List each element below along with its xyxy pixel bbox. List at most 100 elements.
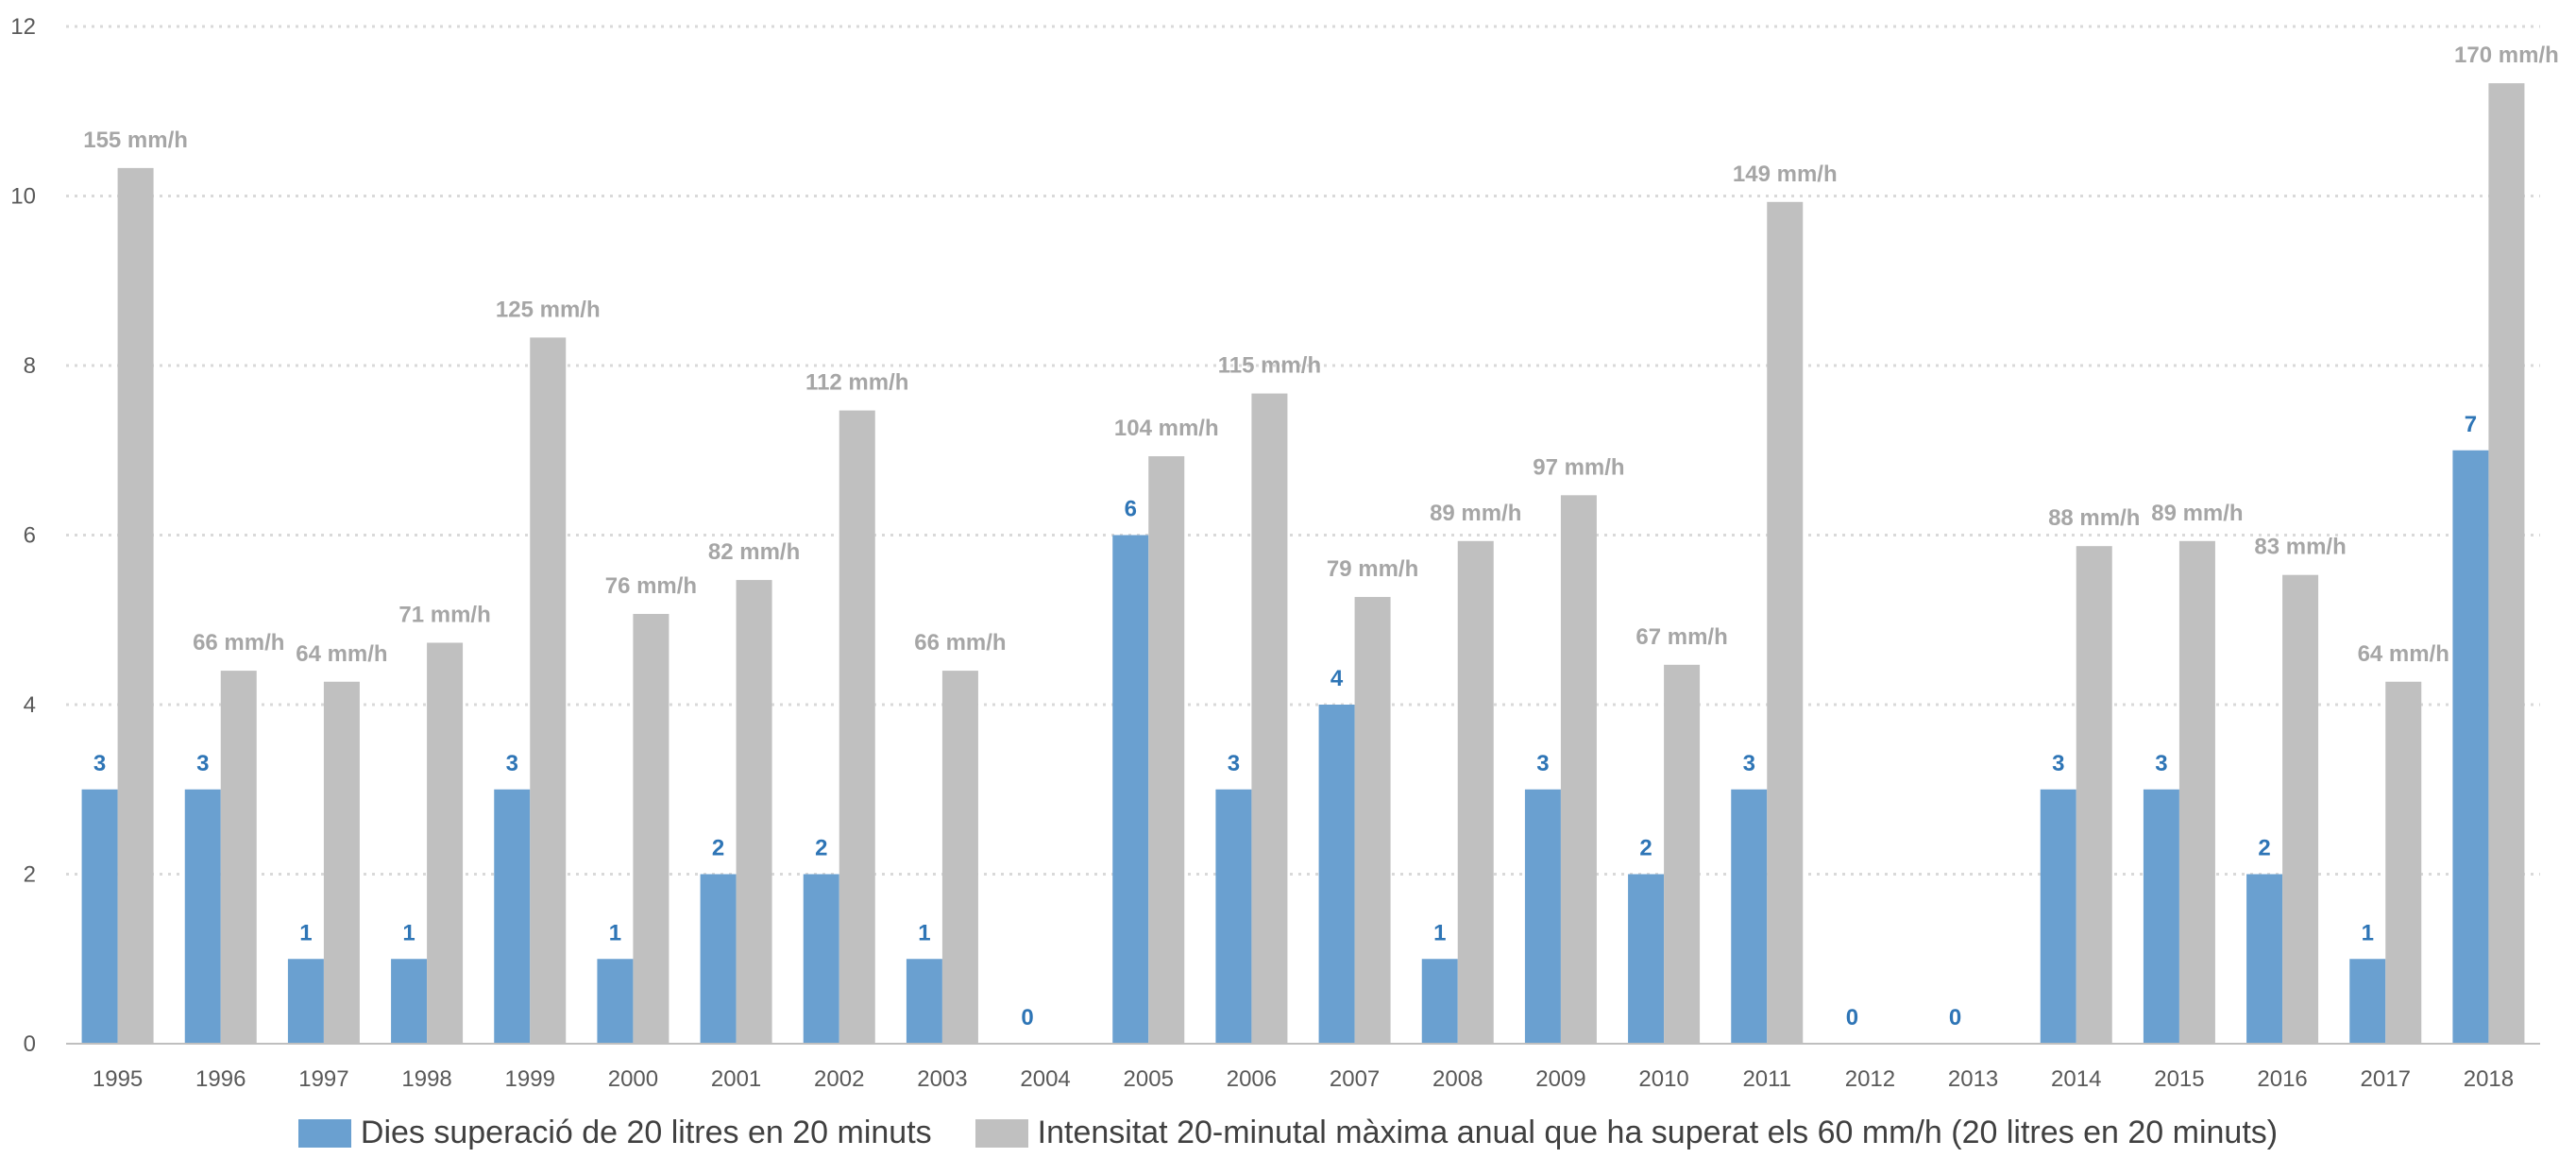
data-label-series2: 149 mm/h xyxy=(1733,162,1838,187)
data-label-series1: 3 xyxy=(2052,751,2064,776)
data-label-series1: 1 xyxy=(2362,920,2374,945)
bar-series1[interactable] xyxy=(2246,874,2283,1045)
bar-series1[interactable] xyxy=(597,959,634,1044)
bar-series1[interactable] xyxy=(81,789,118,1044)
bar-series1[interactable] xyxy=(2452,450,2489,1044)
x-tick-label: 1997 xyxy=(298,1066,348,1092)
bar-series1[interactable] xyxy=(906,959,942,1044)
legend-swatch-series2 xyxy=(974,1118,1028,1148)
data-label-series2: 170 mm/h xyxy=(2454,43,2559,68)
bar-series1[interactable] xyxy=(2143,789,2179,1044)
bar-series1[interactable] xyxy=(1524,789,1561,1044)
data-label-series2: 104 mm/h xyxy=(1114,416,1219,441)
bar-series2[interactable] xyxy=(633,613,669,1044)
bar-series2[interactable] xyxy=(323,681,360,1044)
x-tick-label: 2016 xyxy=(2257,1066,2307,1092)
data-label-series1: 3 xyxy=(1228,751,1240,776)
data-label-series2: 66 mm/h xyxy=(914,630,1006,656)
y-tick-label: 0 xyxy=(24,1031,36,1057)
y-axis: 0 2 4 6 8 10 12 xyxy=(10,14,36,1057)
bar-series2[interactable] xyxy=(941,671,978,1044)
y-tick-label: 12 xyxy=(10,14,36,40)
bar-series1[interactable] xyxy=(1731,789,1768,1044)
bar-series1[interactable] xyxy=(391,959,428,1044)
bar-series2[interactable] xyxy=(1767,201,1804,1045)
x-tick-label: 2005 xyxy=(1124,1066,1174,1092)
x-tick-label: 2007 xyxy=(1330,1066,1380,1092)
bar-series2[interactable] xyxy=(2385,681,2422,1044)
bar-series1[interactable] xyxy=(1421,959,1458,1044)
data-label-series2: 89 mm/h xyxy=(1430,501,1521,526)
data-label-series1: 2 xyxy=(712,836,724,861)
bar-series2[interactable] xyxy=(1457,540,1494,1044)
data-label-series1: 1 xyxy=(299,920,312,945)
bar-series2[interactable] xyxy=(839,410,875,1044)
data-label-series2: 71 mm/h xyxy=(398,602,490,627)
data-label-series2: 97 mm/h xyxy=(1533,454,1624,480)
data-label-series2: 83 mm/h xyxy=(2254,535,2346,560)
data-label-series1: 4 xyxy=(1330,666,1344,691)
data-label-series2: 67 mm/h xyxy=(1635,624,1727,650)
data-label-series1: 3 xyxy=(2155,751,2167,776)
bar-series1[interactable] xyxy=(803,874,839,1045)
x-tick-label: 2014 xyxy=(2051,1066,2101,1092)
data-label-series2: 155 mm/h xyxy=(83,128,188,153)
x-tick-label: 2000 xyxy=(608,1066,658,1092)
data-label-series1: 1 xyxy=(609,920,621,945)
bar-series2[interactable] xyxy=(2488,83,2525,1044)
bar-series2[interactable] xyxy=(117,167,154,1044)
legend-item-series1[interactable]: Dies superació de 20 litres en 20 minuts xyxy=(297,1115,932,1151)
bar-series1[interactable] xyxy=(494,789,531,1044)
x-axis: 1995 1996 1997 1998 1999 2000 2001 2002 2003 2004… xyxy=(66,1043,2540,1092)
data-label-series1: 3 xyxy=(1536,751,1549,776)
bar-series1[interactable] xyxy=(700,874,737,1045)
data-label-series1: 2 xyxy=(815,836,827,861)
bar-series2[interactable] xyxy=(1251,393,1288,1044)
bar-series1[interactable] xyxy=(1628,874,1665,1045)
bar-series1[interactable] xyxy=(1112,535,1149,1045)
legend-item-series2[interactable]: Intensitat 20-minutal màxima anual que h… xyxy=(974,1115,2279,1151)
bar-series2[interactable] xyxy=(2282,574,2319,1044)
bar-series2[interactable] xyxy=(1664,664,1701,1044)
data-label-series2: 79 mm/h xyxy=(1327,556,1418,582)
bar-series2[interactable] xyxy=(2178,540,2215,1044)
bar-series2[interactable] xyxy=(1560,495,1597,1044)
bar-series1[interactable] xyxy=(184,789,221,1044)
bar-series2[interactable] xyxy=(2076,546,2112,1044)
data-label-series1: 0 xyxy=(1846,1005,1858,1030)
bar-series1[interactable] xyxy=(1318,705,1355,1044)
x-tick-label: 2008 xyxy=(1432,1066,1483,1092)
x-tick-label: 2004 xyxy=(1020,1066,1070,1092)
x-tick-label: 2006 xyxy=(1227,1066,1277,1092)
bar-series2[interactable] xyxy=(736,580,772,1044)
bar-series1[interactable] xyxy=(287,959,324,1044)
bar-series1[interactable] xyxy=(1215,789,1252,1044)
data-label-series1: 0 xyxy=(1949,1005,1961,1030)
bars xyxy=(81,83,2525,1045)
y-tick-label: 4 xyxy=(24,692,36,718)
data-label-series1: 6 xyxy=(1125,497,1137,522)
x-tick-label: 2017 xyxy=(2361,1066,2411,1092)
y-tick-label: 2 xyxy=(24,862,36,888)
bar-series2[interactable] xyxy=(427,642,464,1044)
bar-series1[interactable] xyxy=(2349,959,2386,1044)
data-label-series1: 3 xyxy=(506,751,518,776)
bar-series1[interactable] xyxy=(2040,789,2076,1044)
x-tick-label: 1998 xyxy=(401,1066,451,1092)
bar-series2[interactable] xyxy=(1148,456,1185,1045)
data-labels: 3 155 mm/h 3 66 mm/h 1 64 mm/h 1 71 mm/h 3 125 mm… xyxy=(83,43,2559,1030)
data-label-series2: 82 mm/h xyxy=(708,539,800,565)
data-label-series1: 0 xyxy=(1021,1005,1033,1030)
bar-series2[interactable] xyxy=(220,671,257,1044)
legend-label-series2: Intensitat 20-minutal màxima anual que h… xyxy=(1037,1115,2279,1150)
bar-series2[interactable] xyxy=(1354,597,1391,1044)
data-label-series1: 7 xyxy=(2465,412,2477,437)
data-label-series1: 2 xyxy=(2258,836,2270,861)
bar-series2[interactable] xyxy=(530,337,567,1044)
data-label-series1: 2 xyxy=(1639,836,1652,861)
data-label-series1: 3 xyxy=(196,751,209,776)
data-label-series2: 88 mm/h xyxy=(2048,505,2140,531)
y-tick-label: 6 xyxy=(24,523,36,549)
x-tick-label: 2009 xyxy=(1535,1066,1585,1092)
